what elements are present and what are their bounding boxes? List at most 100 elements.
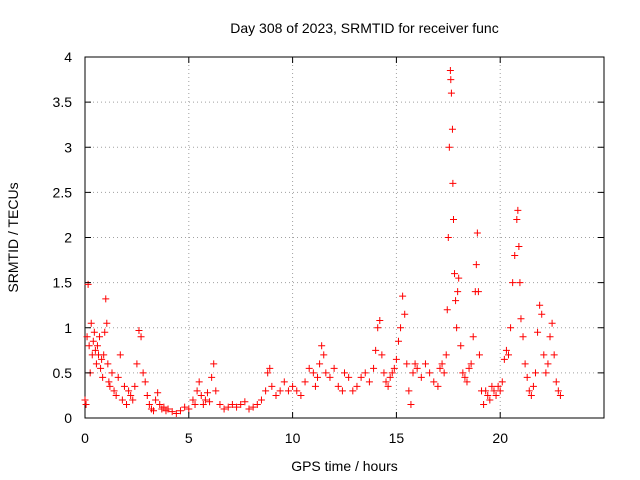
data-point [480, 400, 488, 408]
data-point [544, 360, 552, 368]
data-point [208, 373, 216, 381]
data-point [318, 342, 326, 350]
x-tick-label: 20 [492, 430, 508, 446]
data-point [399, 292, 407, 300]
data-point [216, 400, 224, 408]
data-point [228, 400, 236, 408]
data-point [92, 360, 100, 368]
y-tick-label: 1.5 [53, 275, 73, 291]
data-point [357, 373, 365, 381]
data-point [488, 382, 496, 390]
data-point [421, 360, 429, 368]
data-point [374, 324, 382, 332]
data-point [552, 378, 560, 386]
data-point [394, 337, 402, 345]
data-point [301, 378, 309, 386]
y-tick-label: 0 [64, 410, 72, 426]
data-point [392, 355, 400, 363]
data-point [540, 351, 548, 359]
data-point [212, 387, 220, 395]
data-point [444, 234, 452, 241]
data-point [449, 215, 457, 223]
data-point [154, 389, 162, 397]
data-point [502, 346, 510, 354]
data-point [467, 360, 475, 368]
data-point [511, 252, 519, 260]
data-point [276, 387, 284, 395]
data-point [365, 378, 373, 386]
data-point [96, 333, 104, 341]
data-point [305, 364, 313, 372]
data-point [519, 333, 527, 341]
data-point [463, 378, 471, 386]
data-point [473, 229, 481, 237]
data-point [496, 387, 504, 395]
data-point [409, 369, 417, 377]
data-point [233, 403, 241, 411]
x-tick-label: 0 [81, 430, 89, 446]
data-point [249, 403, 257, 411]
data-point [172, 409, 180, 417]
chart-title: Day 308 of 2023, SRMTID for receiver fun… [230, 20, 498, 36]
data-point [472, 261, 480, 269]
data-point [289, 382, 297, 390]
data-point [550, 351, 558, 359]
data-point [116, 351, 124, 359]
data-point [98, 355, 106, 363]
data-point [118, 396, 126, 404]
data-point [143, 391, 151, 399]
axis-ticks [84, 56, 604, 419]
data-point [266, 364, 274, 372]
data-point [131, 382, 139, 390]
data-point [334, 382, 342, 390]
data-point [482, 387, 490, 395]
data-point [101, 328, 109, 336]
data-point [446, 67, 454, 75]
data-point [556, 391, 564, 399]
data-point [129, 396, 137, 404]
data-point [322, 369, 330, 377]
data-point [498, 378, 506, 386]
y-tick-labels: 0 0.5 1 1.5 2 2.5 3 3.5 4 [53, 49, 73, 426]
data-point [114, 373, 122, 381]
data-point [521, 360, 529, 368]
data-point [237, 400, 245, 408]
data-point [272, 391, 280, 399]
data-point [451, 270, 459, 278]
data-point [447, 89, 455, 97]
y-tick-label: 3 [64, 139, 72, 155]
data-point [401, 310, 409, 318]
data-point [378, 351, 386, 359]
data-point [546, 333, 554, 341]
data-point [90, 328, 98, 336]
x-tick-labels: 0 5 10 15 20 [81, 430, 508, 446]
data-point [123, 400, 131, 408]
data-point [529, 382, 537, 390]
data-point [311, 382, 319, 390]
data-point [390, 364, 398, 372]
data-point [484, 391, 492, 399]
x-tick-label: 15 [389, 430, 405, 446]
data-point [384, 382, 392, 390]
data-point [89, 337, 97, 345]
x-tick-label: 5 [185, 430, 193, 446]
data-point [110, 387, 118, 395]
data-point [108, 369, 116, 377]
x-axis-label: GPS time / hours [291, 458, 398, 474]
data-point [407, 400, 415, 408]
data-point [176, 407, 184, 415]
data-point [448, 125, 456, 133]
data-point [386, 373, 394, 381]
data-point [523, 373, 531, 381]
data-point [411, 360, 419, 368]
data-point [137, 333, 145, 341]
data-point [189, 396, 197, 404]
data-point [353, 382, 361, 390]
data-point [309, 369, 317, 377]
data-point [449, 179, 457, 187]
data-point [486, 396, 494, 404]
data-point [430, 378, 438, 386]
data-point [469, 333, 477, 341]
data-point [380, 369, 388, 377]
